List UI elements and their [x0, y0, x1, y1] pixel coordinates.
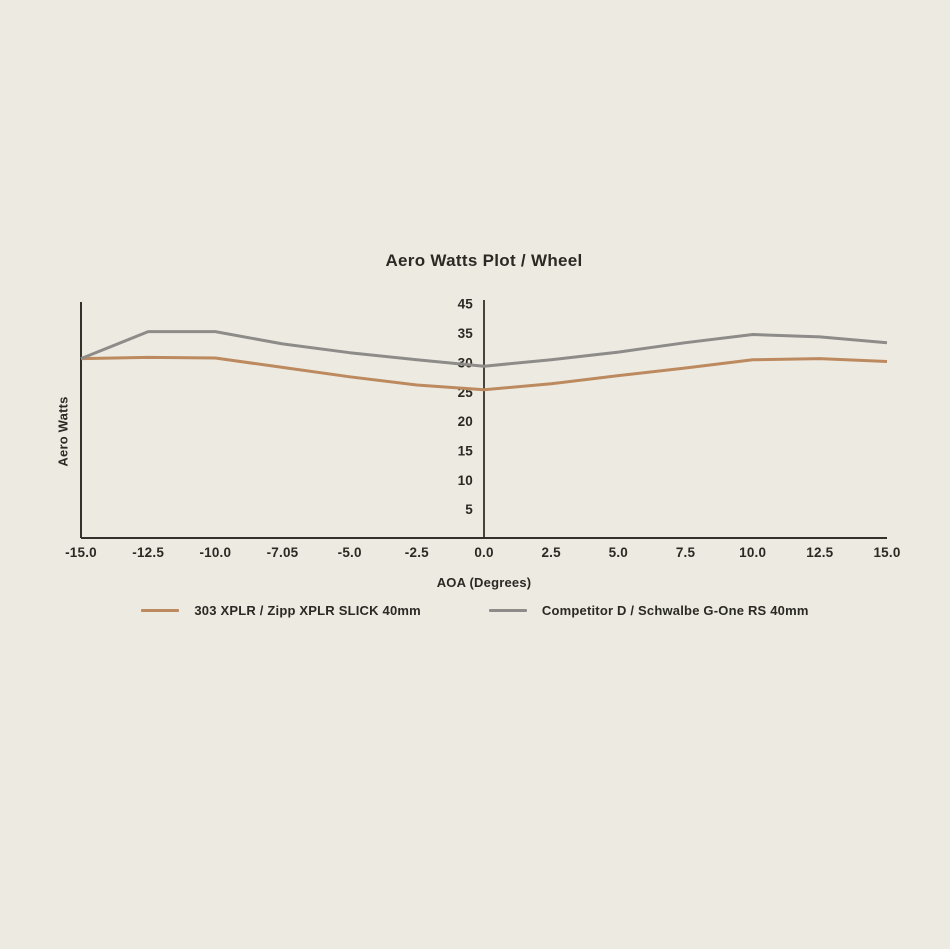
y-tick-label: 35 — [458, 326, 474, 341]
legend-item-303-xplr: 303 XPLR / Zipp XPLR SLICK 40mm — [141, 603, 421, 618]
y-tick-label: 15 — [458, 443, 474, 458]
x-axis-title: AOA (Degrees) — [436, 575, 532, 590]
legend-swatch-303-xplr — [141, 609, 180, 612]
x-tick-label: -5.0 — [338, 545, 362, 560]
legend-swatch-competitor-d — [488, 609, 527, 612]
y-tick-label: 20 — [458, 414, 473, 429]
legend-label-competitor-d: Competitor D / Schwalbe G-One RS 40mm — [541, 603, 809, 618]
x-tick-label: 10.0 — [739, 545, 766, 560]
legend-item-competitor-d: Competitor D / Schwalbe G-One RS 40mm — [488, 603, 809, 618]
x-tick-label: -2.5 — [405, 545, 429, 560]
x-tick-label: 7.5 — [676, 545, 696, 560]
x-tick-label: -15.0 — [65, 545, 97, 560]
x-tick-label: 0.0 — [474, 545, 493, 560]
legend-label-303-xplr: 303 XPLR / Zipp XPLR SLICK 40mm — [194, 603, 421, 618]
y-tick-label: 5 — [465, 502, 473, 517]
x-tick-label: -10.0 — [199, 545, 231, 560]
legend: 303 XPLR / Zipp XPLR SLICK 40mm Competit… — [0, 603, 950, 618]
chart-title: Aero Watts Plot / Wheel — [385, 251, 583, 270]
x-tick-label: 5.0 — [609, 545, 628, 560]
x-tick-label: -7.05 — [267, 545, 299, 560]
x-tick-label: -12.5 — [132, 545, 164, 560]
y-axis-title: Aero Watts — [55, 396, 71, 467]
x-tick-label: 12.5 — [806, 545, 833, 560]
x-tick-label: 2.5 — [541, 545, 561, 560]
series-line-competitor-d — [80, 330, 888, 368]
x-tick-label: 15.0 — [873, 545, 900, 560]
y-tick-label: 10 — [458, 473, 473, 488]
series-line-303-xplr — [80, 355, 888, 392]
y-tick-label: 45 — [458, 297, 474, 312]
